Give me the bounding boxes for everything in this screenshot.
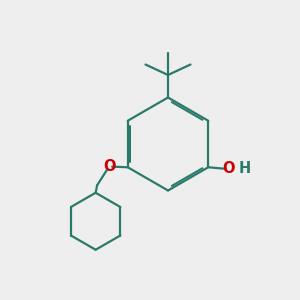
Text: O: O — [103, 159, 116, 174]
Text: H: H — [239, 160, 251, 175]
Text: O: O — [222, 160, 235, 175]
